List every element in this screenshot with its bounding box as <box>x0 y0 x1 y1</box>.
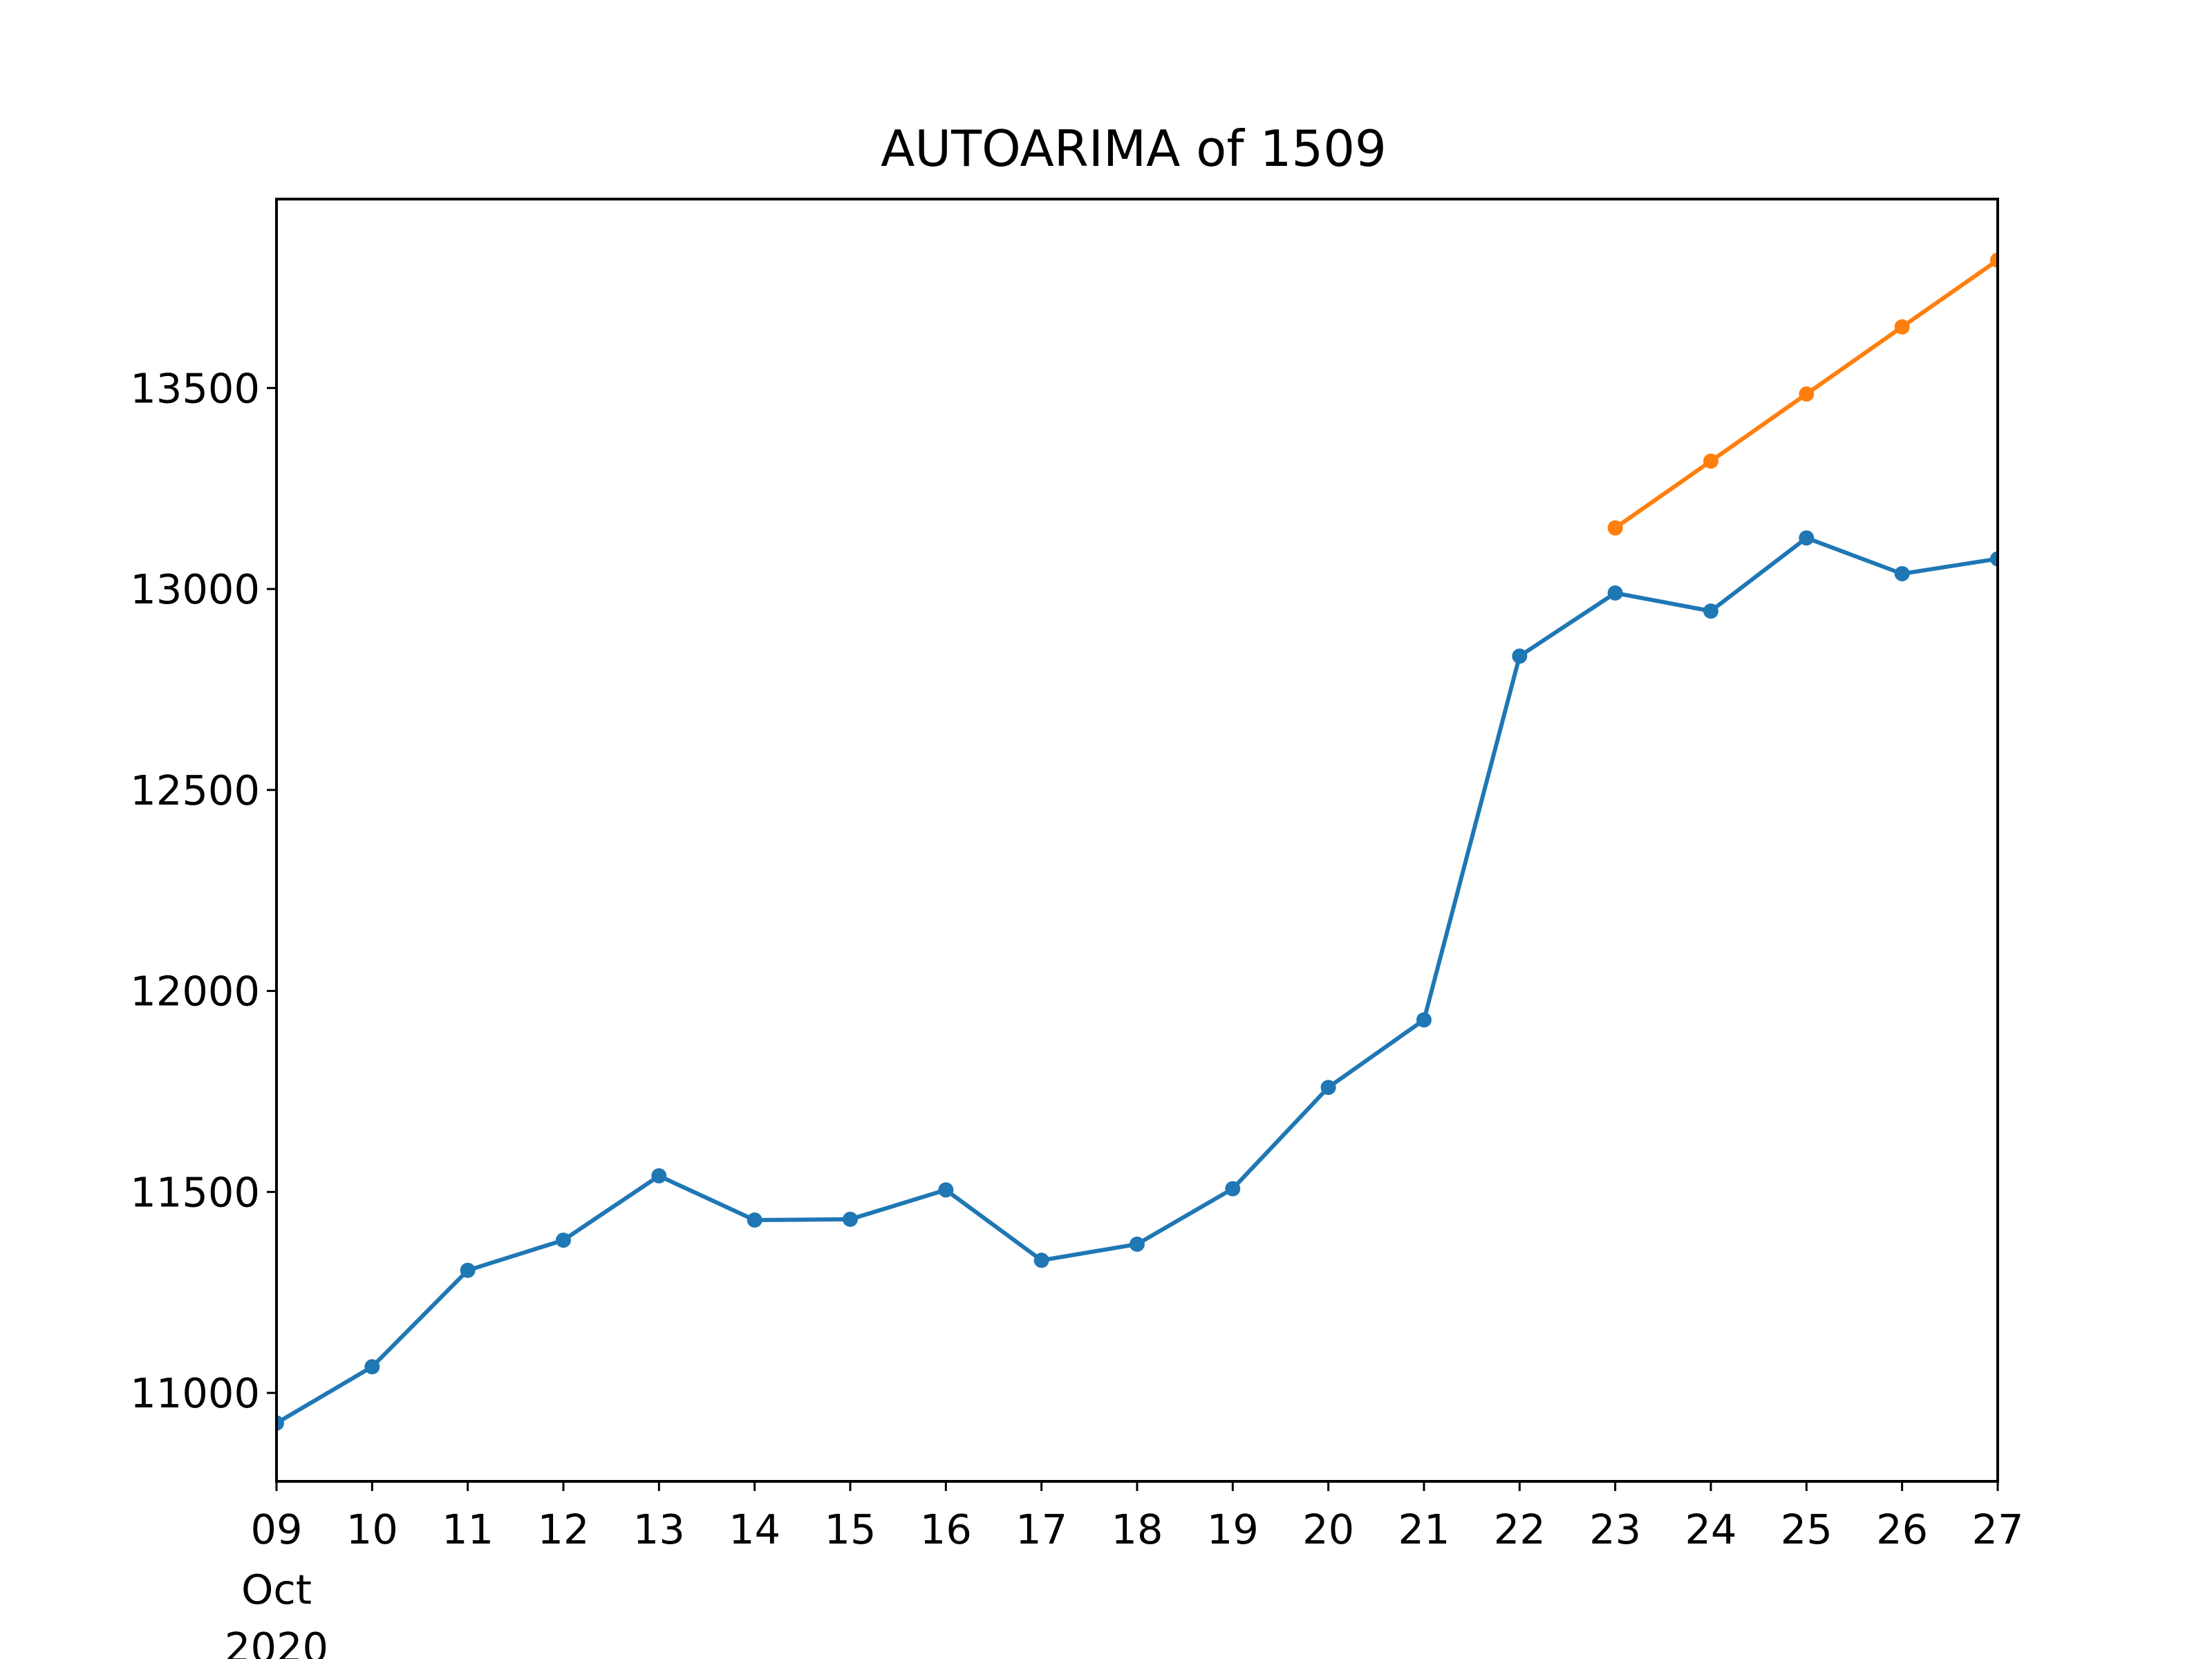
x-tick-label: 23 <box>1589 1506 1641 1553</box>
x-tick-label: 11 <box>442 1506 494 1553</box>
data-point <box>1990 551 1998 567</box>
x-tick-label: 16 <box>920 1506 972 1553</box>
x-tick-label: 26 <box>1876 1506 1928 1553</box>
data-point <box>1320 1080 1336 1096</box>
plot-area <box>276 252 1998 1431</box>
y-tick-label: 12500 <box>130 767 260 814</box>
x-tick-label: 13 <box>633 1506 685 1553</box>
y-tick-label: 11000 <box>130 1369 260 1417</box>
data-point <box>556 1232 571 1248</box>
data-point <box>1225 1181 1241 1197</box>
x-tick-label: 21 <box>1398 1506 1450 1553</box>
data-point <box>1607 585 1623 601</box>
data-point <box>1894 565 1910 581</box>
y-axis: 11000 11500 12000 12500 13000 13500 <box>130 364 276 1417</box>
x-tick-label: 17 <box>1015 1506 1067 1553</box>
x-tick-label: 12 <box>537 1506 589 1553</box>
x-tick-label: 25 <box>1781 1506 1833 1553</box>
data-point <box>1033 1253 1049 1268</box>
y-tick-label: 13000 <box>130 565 260 613</box>
data-point <box>1607 520 1623 536</box>
data-point <box>1416 1012 1432 1028</box>
x-tick-sublabel: Oct <box>241 1566 312 1613</box>
x-tick-label: 09 <box>250 1506 302 1553</box>
y-tick-label: 12000 <box>130 968 260 1015</box>
series-group <box>276 252 1998 1431</box>
data-point <box>747 1212 762 1228</box>
data-point <box>1799 386 1815 402</box>
x-tick-label: 22 <box>1494 1506 1546 1553</box>
data-point <box>276 1415 284 1431</box>
data-point <box>1799 530 1815 546</box>
data-point <box>1703 603 1718 619</box>
chart-title: AUTOARIMA of 1509 <box>881 120 1387 178</box>
data-point <box>1703 453 1718 469</box>
data-point <box>364 1359 380 1375</box>
y-tick-label: 11500 <box>130 1168 260 1216</box>
axes-frame <box>275 198 1999 1483</box>
x-tick-sublabel: 2020 <box>225 1624 328 1659</box>
data-point <box>938 1182 954 1198</box>
x-tick-label: 18 <box>1111 1506 1163 1553</box>
x-tick-label: 27 <box>1971 1506 2023 1553</box>
data-point <box>1990 252 1998 268</box>
data-point <box>651 1168 667 1184</box>
x-tick-label: 15 <box>824 1506 876 1553</box>
x-tick-label: 20 <box>1302 1506 1354 1553</box>
x-axis: 09 10 11 12 13 14 15 16 17 18 19 20 21 22 23 24 25 26 27 Oc… <box>225 1481 2024 1659</box>
data-point <box>843 1211 858 1227</box>
y-tick-label: 13500 <box>130 364 260 412</box>
data-point <box>1894 319 1910 335</box>
x-tick-label: 19 <box>1207 1506 1259 1553</box>
data-point <box>460 1262 476 1278</box>
data-point <box>1130 1236 1145 1252</box>
x-tick-label: 14 <box>729 1506 780 1553</box>
data-point <box>1512 648 1528 664</box>
x-tick-label: 24 <box>1685 1506 1736 1553</box>
x-tick-label: 10 <box>346 1506 398 1553</box>
